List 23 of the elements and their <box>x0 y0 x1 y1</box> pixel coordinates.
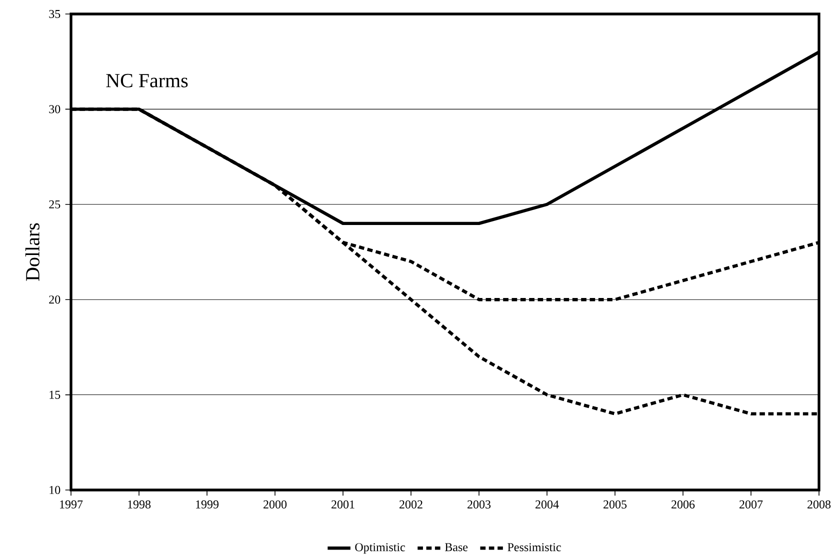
y-tick-label: 10 <box>50 486 60 494</box>
y-tick-label: 25 <box>49 200 60 208</box>
x-tick-label: 2005 <box>604 500 627 508</box>
y-axis-title: Dollars <box>25 223 40 281</box>
y-tick-label: 30 <box>49 105 60 114</box>
x-tick-label: 2004 <box>536 500 559 508</box>
y-tick-label: 15 <box>50 390 60 399</box>
x-tick-label: 2000 <box>264 500 287 508</box>
x-tick-label: 1998 <box>128 500 151 508</box>
x-tick-label: 2001 <box>332 500 354 508</box>
y-tick-label: 20 <box>49 296 60 304</box>
x-tick-label: 2007 <box>740 500 763 508</box>
x-tick-label: 2003 <box>468 500 491 508</box>
y-tick-label: 35 <box>49 10 60 18</box>
x-tick-label: 2008 <box>808 500 831 508</box>
x-tick-label: 2002 <box>400 500 422 508</box>
legend-label: Base <box>445 543 468 552</box>
text: NC Farms <box>106 74 188 88</box>
x-tick-label: 1997 <box>60 500 83 508</box>
x-tick-label: 2006 <box>672 500 695 508</box>
legend-label: Optimistic <box>355 543 405 554</box>
legend-label: Pessimistic <box>508 543 561 552</box>
x-tick-label: 1999 <box>196 500 219 508</box>
